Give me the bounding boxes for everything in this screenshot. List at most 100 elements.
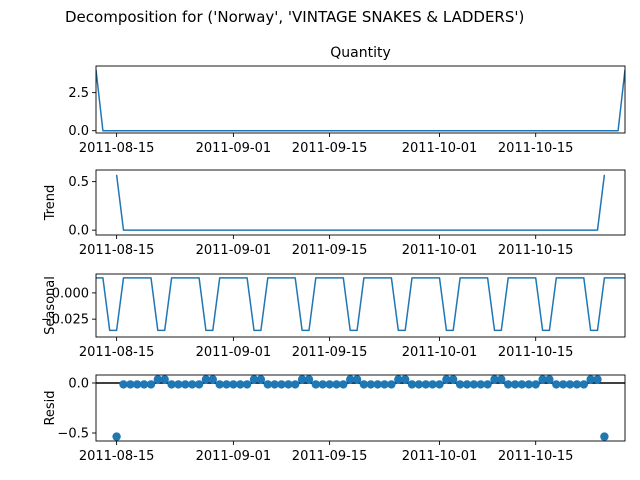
resid-point [572, 380, 582, 389]
resid-point [174, 380, 183, 389]
x-tick-label: 2011-09-15 [292, 243, 368, 258]
resid-point [579, 380, 588, 389]
resid-point [435, 380, 444, 389]
series-line [96, 277, 625, 332]
resid-point [146, 380, 156, 389]
panel-2: Trend 2011-08-15 2011-09-01 2011-09-15 2011-… [43, 169, 626, 258]
plot-area [115, 174, 606, 231]
axes-frame [95, 273, 626, 338]
resid-point [414, 380, 424, 389]
resid-point [291, 380, 300, 389]
resid-point [449, 375, 458, 384]
resid-point [442, 375, 451, 384]
resid-point [593, 375, 602, 384]
y-tick-label: 2.5 [68, 86, 89, 101]
resid-point [325, 380, 334, 389]
resid-point [139, 380, 149, 389]
resid-point [524, 380, 533, 389]
resid-point [270, 380, 279, 389]
resid-point [407, 380, 417, 389]
y-tick-label: 0.5 [68, 175, 89, 190]
series-line [115, 174, 606, 231]
resid-point [586, 375, 595, 384]
y-tick-label: 0.0 [68, 124, 89, 139]
resid-point [194, 380, 204, 389]
plot-area [96, 69, 625, 132]
resid-point [284, 380, 293, 389]
x-tick-label: 2011-09-15 [292, 141, 368, 156]
x-tick-label: 2011-09-01 [196, 243, 272, 258]
x-tick-label: 2011-10-01 [402, 345, 478, 360]
y-tick-label: 0.0 [68, 224, 89, 239]
resid-point [112, 432, 121, 441]
resid-point [318, 380, 327, 389]
resid-point [421, 380, 430, 389]
resid-point [242, 380, 252, 389]
series-line [96, 69, 625, 132]
resid-point [297, 375, 307, 384]
resid-point [215, 380, 224, 389]
resid-point [600, 432, 609, 441]
resid-point [552, 380, 561, 389]
axes-frame [95, 374, 626, 442]
resid-point [181, 380, 190, 389]
resid-point [229, 380, 238, 389]
resid-point [201, 375, 211, 384]
y-tick-label: 0.000 [52, 286, 89, 301]
resid-point [462, 380, 472, 389]
resid-point [263, 380, 272, 389]
panel-title: Quantity [330, 45, 391, 61]
resid-point [208, 375, 217, 384]
x-tick-label: 2011-08-15 [79, 141, 155, 156]
x-tick-label: 2011-09-01 [196, 141, 272, 156]
resid-point [339, 380, 348, 389]
resid-point [559, 380, 568, 389]
resid-point [133, 380, 142, 389]
panel-3: Seasonal 2011-08-15 2011-09-01 2011-09-15 20… [41, 273, 626, 360]
x-tick-label: 2011-10-01 [402, 243, 478, 258]
axes-frame [95, 169, 626, 236]
resid-point [394, 375, 403, 384]
resid-point [504, 380, 513, 389]
resid-point [167, 380, 176, 389]
resid-point [160, 375, 169, 384]
resid-point [497, 375, 506, 384]
resid-point [545, 375, 554, 384]
y-tick-label: 0.0 [68, 377, 89, 392]
y-axis-label: Seasonal [43, 276, 58, 335]
resid-point [311, 380, 320, 389]
resid-point [401, 375, 410, 384]
resid-point [490, 375, 499, 384]
resid-point [222, 380, 231, 389]
resid-point [119, 380, 128, 389]
x-tick-label: 2011-10-15 [498, 449, 574, 464]
x-tick-label: 2011-08-15 [79, 449, 155, 464]
resid-point [476, 380, 485, 389]
x-tick-label: 2011-10-15 [498, 345, 574, 360]
resid-point [188, 380, 197, 389]
resid-point [380, 380, 389, 389]
resid-point [153, 375, 162, 384]
resid-point [387, 380, 396, 389]
resid-point [256, 375, 266, 384]
resid-point [510, 380, 520, 389]
resid-point [373, 380, 382, 389]
panel-4: Resid 2011-08-15 2011-09-01 2011-09-15 2011-… [43, 374, 626, 464]
resid-point [455, 380, 465, 389]
resid-point [538, 375, 547, 384]
y-tick-label: −0.5 [57, 427, 89, 442]
resid-point [366, 380, 375, 389]
resid-point [483, 380, 492, 389]
resid-point [565, 380, 575, 389]
figure-title: Decomposition for ('Norway', 'VINTAGE SN… [65, 8, 524, 26]
x-tick-label: 2011-09-15 [292, 449, 368, 464]
plot-area [96, 277, 625, 332]
x-tick-label: 2011-10-15 [498, 141, 574, 156]
resid-point [249, 375, 259, 384]
x-tick-label: 2011-08-15 [79, 345, 155, 360]
x-tick-label: 2011-10-01 [402, 449, 478, 464]
resid-point [517, 380, 527, 389]
x-tick-label: 2011-10-15 [498, 243, 574, 258]
resid-point [126, 380, 135, 389]
resid-point [531, 380, 540, 389]
